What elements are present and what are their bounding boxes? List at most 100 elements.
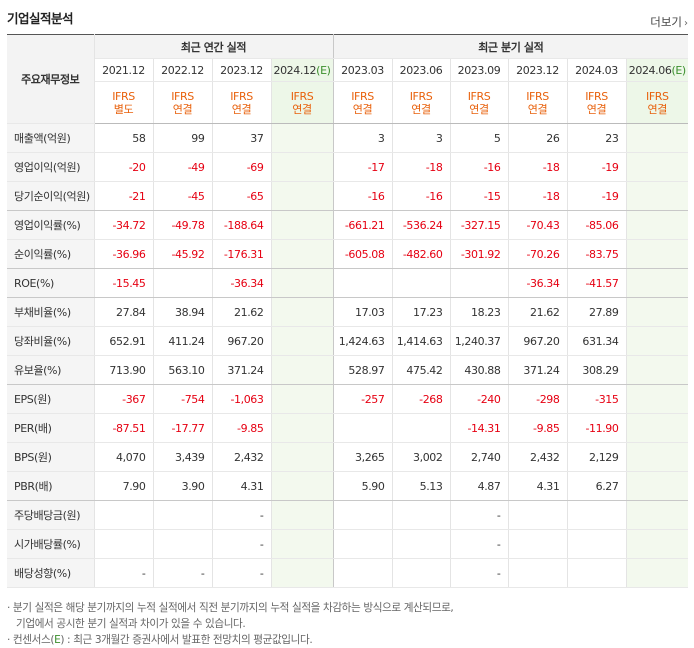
note-line-2: 기업에서 공시한 분기 실적과 차이가 있을 수 있습니다. bbox=[16, 618, 246, 630]
quarter-value bbox=[626, 500, 689, 530]
quarter-value: - bbox=[450, 500, 509, 530]
metric-label: 영업이익률(%) bbox=[7, 210, 95, 240]
annual-value: 3.90 bbox=[153, 471, 213, 501]
ifrs-basis: IFRS 연결 bbox=[450, 81, 509, 124]
quarter-value: 2,432 bbox=[508, 442, 568, 472]
annual-date: 2024.12(E) bbox=[271, 58, 334, 82]
quarter-value bbox=[626, 210, 689, 240]
annual-value: -45 bbox=[153, 181, 213, 211]
quarter-value bbox=[508, 529, 568, 559]
annual-value: -36.34 bbox=[212, 268, 272, 298]
table-row: 유보율(%) 713.90 563.10 371.24 528.97 475.42 430.… bbox=[7, 355, 689, 385]
ifrs-basis: IFRS 연결 bbox=[508, 81, 568, 124]
annual-value: 37 bbox=[212, 123, 272, 153]
metric-label: 당기순이익(억원) bbox=[7, 181, 95, 211]
quarter-value: 967.20 bbox=[508, 326, 568, 356]
section-title: 기업실적분석 bbox=[7, 11, 74, 26]
table-row: 배당성향(%) - - - - bbox=[7, 558, 689, 588]
annual-value: -176.31 bbox=[212, 239, 272, 269]
quarter-value: -605.08 bbox=[333, 239, 393, 269]
quarter-value: -36.34 bbox=[508, 268, 568, 298]
annual-value: 967.20 bbox=[212, 326, 272, 356]
quarter-value: 308.29 bbox=[567, 355, 627, 385]
annual-value bbox=[271, 558, 334, 588]
annual-value bbox=[271, 442, 334, 472]
annual-date-label: 2024.12 bbox=[273, 63, 317, 77]
quarter-value: 4.31 bbox=[508, 471, 568, 501]
quarter-value bbox=[626, 413, 689, 443]
annual-value: 38.94 bbox=[153, 297, 213, 327]
annual-value: 411.24 bbox=[153, 326, 213, 356]
annual-value bbox=[271, 123, 334, 153]
quarter-date: 2024.06(E) bbox=[626, 58, 689, 82]
annual-value bbox=[153, 529, 213, 559]
metric-label: ROE(%) bbox=[7, 268, 95, 298]
quarter-value bbox=[626, 442, 689, 472]
quarter-value: -85.06 bbox=[567, 210, 627, 240]
more-link[interactable]: 더보기 › bbox=[650, 14, 688, 30]
annual-value bbox=[271, 297, 334, 327]
annual-value: -1,063 bbox=[212, 384, 272, 414]
quarter-value bbox=[450, 268, 509, 298]
quarter-value: 430.88 bbox=[450, 355, 509, 385]
quarter-value: -83.75 bbox=[567, 239, 627, 269]
annual-value: -49.78 bbox=[153, 210, 213, 240]
quarter-value: -661.21 bbox=[333, 210, 393, 240]
quarter-value: -14.31 bbox=[450, 413, 509, 443]
annual-value: 652.91 bbox=[94, 326, 154, 356]
quarter-value bbox=[626, 529, 689, 559]
financial-table: 주요재무정보 최근 연간 실적 최근 분기 실적 2021.12 2022.12 2023… bbox=[7, 34, 689, 588]
quarter-value bbox=[626, 558, 689, 588]
quarter-value bbox=[567, 558, 627, 588]
more-label: 더보기 bbox=[650, 15, 682, 29]
metric-label: EPS(원) bbox=[7, 384, 95, 414]
metric-label: 배당성향(%) bbox=[7, 558, 95, 588]
ifrs-label: IFRS bbox=[409, 89, 433, 103]
quarter-value: -301.92 bbox=[450, 239, 509, 269]
table-row: 당기순이익(억원) -21 -45 -65 -16 -16 -15 -18 -19 bbox=[7, 181, 689, 211]
metric-label: 부채비율(%) bbox=[7, 297, 95, 327]
quarter-value bbox=[626, 268, 689, 298]
ifrs-basis: IFRS 연결 bbox=[271, 81, 334, 124]
quarter-value: -257 bbox=[333, 384, 393, 414]
table-row: BPS(원) 4,070 3,439 2,432 3,265 3,002 2,740 2,43… bbox=[7, 442, 689, 472]
note-line-3: · 컨센서스(E) : 최근 3개월간 증권사에서 발표한 전망치의 평균값입니… bbox=[7, 632, 687, 648]
quarter-value: 371.24 bbox=[508, 355, 568, 385]
quarter-value: -18 bbox=[508, 152, 568, 182]
quarter-value: -536.24 bbox=[392, 210, 451, 240]
note-line-3-suffix: ) : 최근 3개월간 증권사에서 발표한 전망치의 평균값입니다. bbox=[60, 634, 313, 646]
table-row: 부채비율(%) 27.84 38.94 21.62 17.03 17.23 18.23 21.… bbox=[7, 297, 689, 327]
quarter-value bbox=[392, 500, 451, 530]
annual-value bbox=[94, 500, 154, 530]
quarter-value: 5 bbox=[450, 123, 509, 153]
quarter-value bbox=[567, 529, 627, 559]
quarter-value: -9.85 bbox=[508, 413, 568, 443]
quarter-value bbox=[333, 500, 393, 530]
annual-value: -45.92 bbox=[153, 239, 213, 269]
quarter-value: - bbox=[450, 558, 509, 588]
ifrs-scope: 연결 bbox=[647, 102, 668, 116]
quarter-value: -482.60 bbox=[392, 239, 451, 269]
quarter-value: 18.23 bbox=[450, 297, 509, 327]
annual-value: - bbox=[212, 558, 272, 588]
ifrs-label: IFRS bbox=[230, 89, 253, 103]
quarter-value bbox=[508, 558, 568, 588]
ifrs-basis: IFRS 연결 bbox=[392, 81, 451, 124]
annual-value bbox=[153, 268, 213, 298]
table-row: 매출액(억원) 58 99 37 3 3 5 26 23 bbox=[7, 123, 689, 153]
quarter-value: 27.89 bbox=[567, 297, 627, 327]
quarter-value: 1,414.63 bbox=[392, 326, 451, 356]
row-header-label: 주요재무정보 bbox=[7, 34, 95, 124]
ifrs-label: IFRS bbox=[112, 89, 135, 103]
quarter-value: 2,129 bbox=[567, 442, 627, 472]
quarter-date: 2023.03 bbox=[333, 58, 393, 82]
metric-label: 영업이익(억원) bbox=[7, 152, 95, 182]
metric-label: BPS(원) bbox=[7, 442, 95, 472]
metric-label: PER(배) bbox=[7, 413, 95, 443]
quarter-value: 3 bbox=[392, 123, 451, 153]
metric-label: PBR(배) bbox=[7, 471, 95, 501]
annual-value bbox=[94, 529, 154, 559]
quarter-value: -70.26 bbox=[508, 239, 568, 269]
annual-value: 7.90 bbox=[94, 471, 154, 501]
table-row: EPS(원) -367 -754 -1,063 -257 -268 -240 -298 -315 bbox=[7, 384, 689, 414]
